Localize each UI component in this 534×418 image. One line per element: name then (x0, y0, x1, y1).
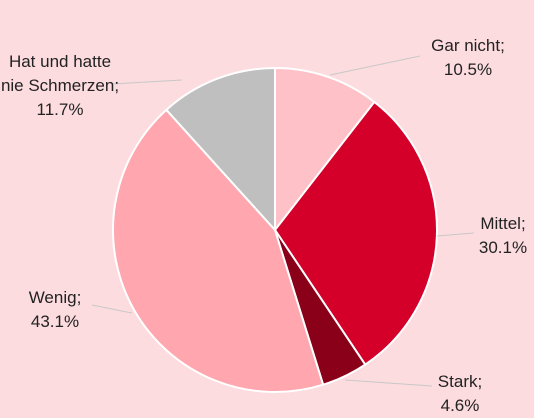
value-label: 4.6% (440, 396, 480, 415)
category: Wenig; (28, 288, 82, 307)
pie-slice (273, 100, 438, 366)
category: Hat und hatte nie Schmerzen; (0, 52, 120, 95)
value-label: 30.1% (478, 238, 528, 257)
pie-slice (274, 66, 376, 233)
pie-slice (112, 108, 325, 393)
leader-line (436, 232, 475, 237)
value-label: 10.5% (443, 60, 493, 79)
leader-line (344, 379, 433, 387)
category: Mittel; (480, 214, 526, 233)
slice-label: Wenig; 43.1% (10, 286, 100, 334)
value-label: 11.7% (36, 100, 84, 119)
pie-slice (164, 66, 276, 233)
category: Stark; (437, 372, 483, 391)
slice-label: Gar nicht; 10.5% (410, 34, 526, 82)
value-label: 43.1% (30, 312, 80, 331)
slice-label: Mittel; 30.1% (468, 212, 534, 260)
leader-line (111, 79, 183, 85)
leader-line (91, 304, 133, 314)
category: Gar nicht; (431, 36, 505, 55)
slice-label: Stark; 4.6% (425, 370, 495, 418)
slice-label: Hat und hatte nie Schmerzen; 11.7% (0, 50, 120, 122)
leader-line (329, 55, 421, 76)
